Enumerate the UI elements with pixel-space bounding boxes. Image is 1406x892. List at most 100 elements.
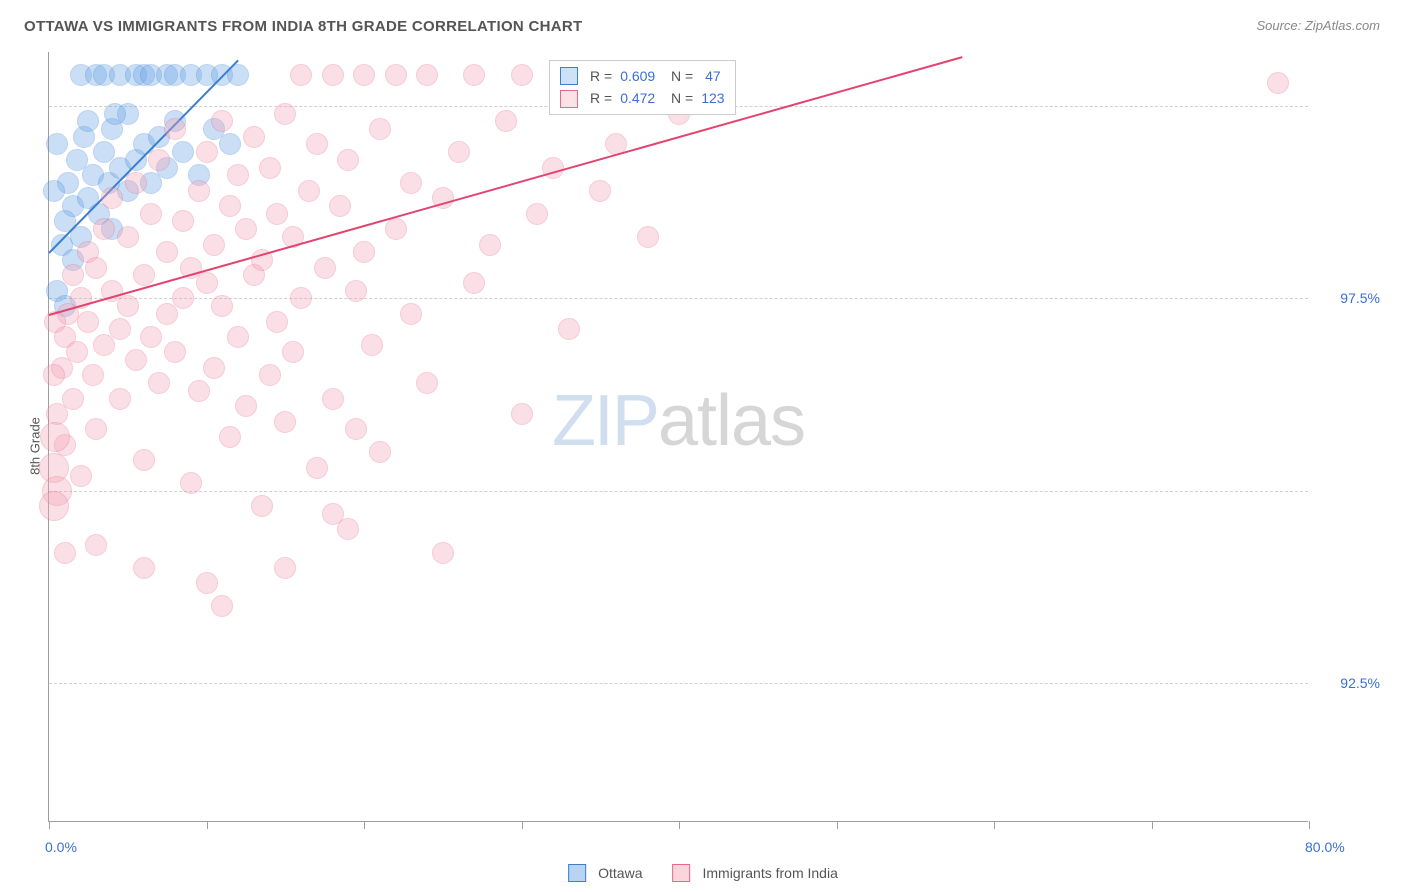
chart-container: OTTAWA VS IMMIGRANTS FROM INDIA 8TH GRAD…: [0, 0, 1406, 892]
scatter-point: [203, 234, 225, 256]
scatter-point: [558, 318, 580, 340]
x-tick: [837, 821, 838, 829]
scatter-point: [227, 164, 249, 186]
stats-legend: R = 0.609 N = 47R = 0.472 N = 123: [549, 60, 736, 115]
scatter-point: [133, 557, 155, 579]
source-attribution: Source: ZipAtlas.com: [1256, 18, 1380, 33]
x-tick: [1152, 821, 1153, 829]
scatter-point: [104, 103, 126, 125]
scatter-point: [133, 264, 155, 286]
scatter-point: [62, 264, 84, 286]
stat-n-value: 47: [701, 65, 720, 87]
x-tick-label: 0.0%: [45, 839, 77, 855]
scatter-point: [322, 64, 344, 86]
scatter-point: [43, 180, 65, 202]
scatter-point: [353, 64, 375, 86]
scatter-point: [148, 372, 170, 394]
stat-n-value: 123: [701, 87, 724, 109]
scatter-point: [290, 64, 312, 86]
scatter-point: [180, 472, 202, 494]
scatter-point: [85, 257, 107, 279]
stat-r-label: R =: [590, 65, 612, 87]
x-tick: [522, 821, 523, 829]
scatter-point: [345, 418, 367, 440]
watermark-atlas: atlas: [658, 381, 805, 461]
scatter-point: [511, 64, 533, 86]
scatter-point: [282, 341, 304, 363]
scatter-point: [77, 311, 99, 333]
stat-r-value: 0.609: [620, 65, 655, 87]
scatter-point: [164, 118, 186, 140]
scatter-point: [46, 133, 68, 155]
scatter-point: [306, 133, 328, 155]
scatter-point: [125, 172, 147, 194]
scatter-point: [416, 372, 438, 394]
stat-r-label: R =: [590, 87, 612, 109]
scatter-point: [43, 364, 65, 386]
scatter-point: [235, 218, 257, 240]
x-tick: [679, 821, 680, 829]
scatter-point: [85, 418, 107, 440]
stats-legend-row: R = 0.472 N = 123: [560, 87, 725, 109]
scatter-point: [495, 110, 517, 132]
x-tick: [207, 821, 208, 829]
scatter-point: [369, 118, 391, 140]
legend-item-ottawa: Ottawa: [568, 864, 642, 882]
scatter-point: [109, 388, 131, 410]
legend-swatch-ottawa: [568, 864, 586, 882]
scatter-point: [479, 234, 501, 256]
scatter-point: [82, 364, 104, 386]
scatter-point: [400, 172, 422, 194]
scatter-point: [400, 303, 422, 325]
scatter-point: [266, 311, 288, 333]
scatter-point: [266, 203, 288, 225]
scatter-point: [361, 334, 383, 356]
scatter-point: [172, 287, 194, 309]
scatter-point: [133, 449, 155, 471]
scatter-point: [172, 141, 194, 163]
scatter-point: [274, 103, 296, 125]
scatter-point: [188, 180, 210, 202]
legend-label-india: Immigrants from India: [702, 865, 837, 881]
scatter-point: [314, 257, 336, 279]
scatter-point: [39, 491, 69, 521]
scatter-point: [298, 180, 320, 202]
scatter-point: [117, 226, 139, 248]
scatter-point: [77, 110, 99, 132]
scatter-point: [369, 441, 391, 463]
x-tick-label: 80.0%: [1305, 839, 1345, 855]
scatter-point: [1267, 72, 1289, 94]
scatter-point: [93, 218, 115, 240]
watermark-zip: ZIP: [552, 381, 658, 461]
scatter-point: [637, 226, 659, 248]
stats-swatch: [560, 67, 578, 85]
stat-n-label: N =: [663, 65, 693, 87]
scatter-point: [416, 64, 438, 86]
scatter-point: [85, 534, 107, 556]
scatter-point: [140, 326, 162, 348]
scatter-point: [345, 280, 367, 302]
x-tick: [364, 821, 365, 829]
stat-r-value: 0.472: [620, 87, 655, 109]
scatter-point: [70, 465, 92, 487]
scatter-point: [385, 218, 407, 240]
watermark: ZIPatlas: [552, 380, 805, 462]
scatter-point: [101, 187, 123, 209]
scatter-point: [219, 195, 241, 217]
scatter-point: [353, 241, 375, 263]
scatter-point: [196, 141, 218, 163]
scatter-point: [219, 426, 241, 448]
trend-line: [49, 56, 963, 316]
scatter-point: [337, 518, 359, 540]
scatter-point: [156, 241, 178, 263]
chart-title: OTTAWA VS IMMIGRANTS FROM INDIA 8TH GRAD…: [24, 18, 583, 35]
scatter-point: [211, 295, 233, 317]
scatter-point: [188, 380, 210, 402]
gridline-h: [49, 491, 1308, 492]
scatter-point: [211, 595, 233, 617]
scatter-point: [148, 149, 170, 171]
legend-item-india: Immigrants from India: [672, 864, 837, 882]
scatter-point: [463, 64, 485, 86]
scatter-point: [219, 133, 241, 155]
scatter-point: [235, 395, 257, 417]
